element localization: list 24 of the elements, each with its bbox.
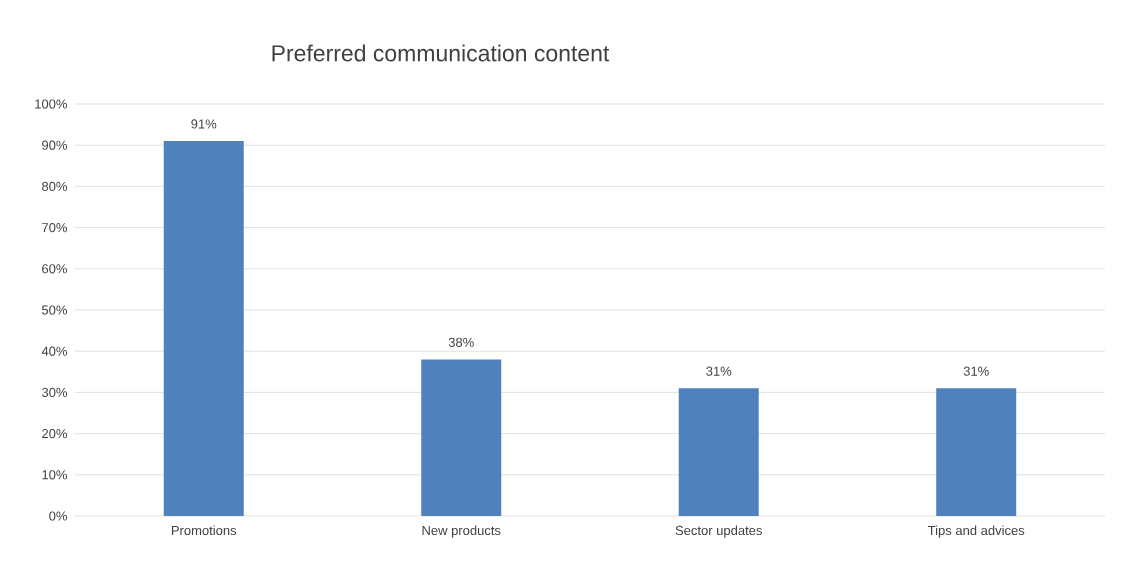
y-tick-label: 80% [42,181,68,191]
data-label: 38% [448,337,474,347]
data-label: 31% [963,366,989,376]
x-tick-label: Sector updates [675,525,762,538]
y-tick-label: 100% [35,99,68,109]
y-tick-label: 20% [42,429,68,439]
chart-title: Preferred communication content [272,44,610,62]
y-tick-label: 40% [41,346,68,356]
y-tick-label: 70% [42,222,68,233]
bar [163,141,244,516]
y-tick-label: 30% [41,387,68,397]
bar [936,388,1017,516]
y-tick-label: 10% [42,470,68,480]
y-tick-label: 0% [49,511,68,521]
data-label: 91% [191,119,217,129]
y-tick-label: 60% [42,264,68,274]
data-label: 31% [706,366,732,376]
x-tick-label: Promotions [171,525,237,536]
y-tick-label: 50% [41,305,68,315]
x-tick-label: New products [422,525,501,538]
bar [421,359,502,516]
x-tick-label: Tips and advices [927,525,1025,538]
bar [678,388,759,516]
y-tick-label: 90% [42,140,68,150]
